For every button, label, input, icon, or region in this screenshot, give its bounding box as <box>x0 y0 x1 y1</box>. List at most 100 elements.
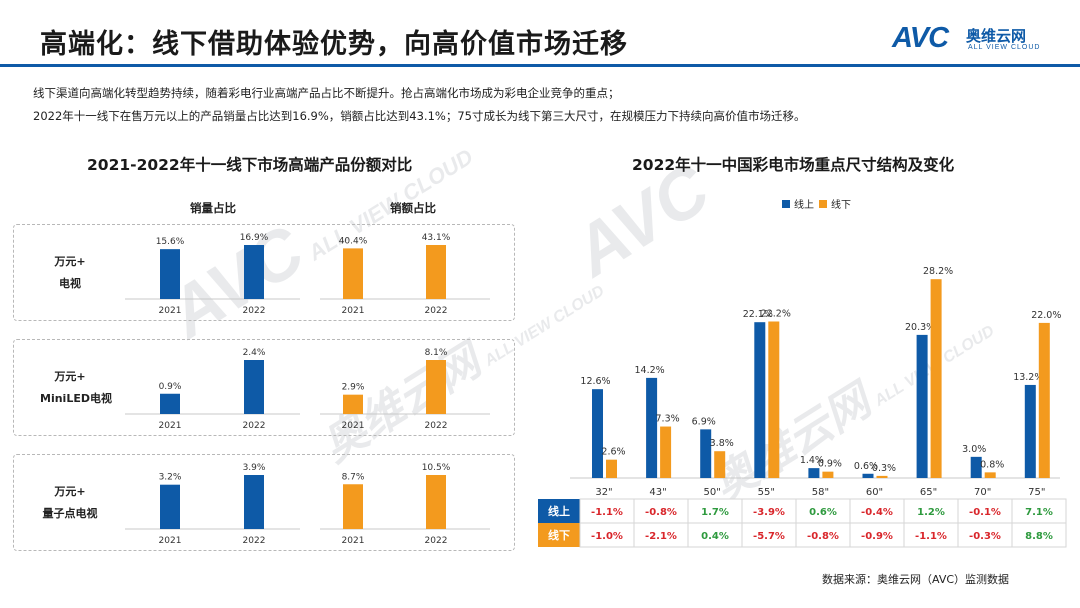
table-cell-bg <box>741 498 797 524</box>
tick-label: 43" <box>649 487 666 498</box>
row-box-2 <box>13 339 515 436</box>
bar-volume-2021 <box>160 393 180 414</box>
bar-offline-43in <box>660 426 672 478</box>
data-label: 0.9% <box>818 459 842 470</box>
bar-online-58in <box>808 468 820 478</box>
legend-label-online: 线上 <box>794 198 814 211</box>
data-label: 0.9% <box>159 382 182 392</box>
data-label: 22.2% <box>761 308 791 319</box>
table-row-header-bg <box>538 499 580 523</box>
tick-label: 2021 <box>342 536 365 546</box>
data-label: 3.8% <box>710 438 734 449</box>
avc-logo: AVC 奥维云网 ALL VIEW CLOUD <box>892 22 1062 54</box>
data-label: 15.6% <box>156 237 185 247</box>
table-cell-change: 0.4% <box>701 531 729 542</box>
data-label: 13.2% <box>1013 372 1043 383</box>
table-cell-change: -0.1% <box>969 507 1001 518</box>
table-cell-change: -1.0% <box>591 531 623 542</box>
tick-label: 2021 <box>159 306 182 316</box>
data-label: 3.9% <box>243 463 266 473</box>
table-cell-bg <box>579 498 635 524</box>
tick-label: 2022 <box>425 306 448 316</box>
bar-volume-2022 <box>244 245 264 299</box>
data-label: 28.2% <box>923 266 953 277</box>
tick-label: 2021 <box>159 421 182 431</box>
bar-offline-60in <box>876 475 888 478</box>
data-label: 8.7% <box>342 472 365 482</box>
data-label: 8.1% <box>425 348 448 358</box>
bar-volume-2021 <box>160 249 180 299</box>
bar-online-75in <box>1024 384 1036 478</box>
bar-value-2021 <box>343 248 363 299</box>
table-cell-change: -3.9% <box>753 507 785 518</box>
column-header-value: 销额占比 <box>390 201 436 215</box>
tick-label: 2022 <box>243 536 266 546</box>
bar-value-2021 <box>343 394 363 414</box>
tick-label: 2022 <box>243 421 266 431</box>
bar-value-2022 <box>426 245 446 299</box>
bar-offline-75in <box>1038 322 1050 478</box>
data-label: 12.6% <box>580 376 610 387</box>
table-cell-change: -2.1% <box>645 531 677 542</box>
bar-volume-2022 <box>244 360 264 414</box>
table-cell-change: -1.1% <box>591 507 623 518</box>
bar-online-65in <box>916 334 928 478</box>
bar-offline-32in <box>606 459 617 478</box>
logo-name-en: ALL VIEW CLOUD <box>968 44 1041 51</box>
row-label-1-line2: 电视 <box>59 277 81 290</box>
row-label-3-line2: 量子点电视 <box>42 507 98 520</box>
tick-label: 2021 <box>342 421 365 431</box>
tick-label: 32" <box>595 487 612 498</box>
table-cell-bg <box>633 522 689 548</box>
data-label: 3.0% <box>962 444 986 455</box>
table-cell-change: -0.8% <box>807 531 839 542</box>
tick-label: 75" <box>1028 487 1045 498</box>
table-cell-change: -1.1% <box>915 531 947 542</box>
legend-label-offline: 线下 <box>831 198 851 211</box>
legend-swatch-offline <box>819 200 827 208</box>
data-label: 14.2% <box>635 365 665 376</box>
table-cell-change: 8.8% <box>1025 531 1053 542</box>
source-note: 数据来源：奥维云网（AVC）监测数据 <box>822 573 1010 586</box>
tick-label: 2021 <box>159 536 182 546</box>
tick-label: 70" <box>974 487 991 498</box>
table-row-header-bg <box>538 523 580 547</box>
description-line-2: 2022年十一线下在售万元以上的产品销量占比达到16.9%，销额占比达到43.1… <box>33 109 806 123</box>
header-rule <box>0 64 1080 67</box>
table-cell-bg <box>1011 522 1067 548</box>
table-cell-bg <box>849 522 905 548</box>
row-label-2: 万元+ MiniLED电视 <box>40 366 112 410</box>
data-label: 3.2% <box>159 473 182 483</box>
row-box-1 <box>13 224 515 321</box>
bar-online-43in <box>646 377 658 478</box>
bar-volume-2021 <box>160 484 180 529</box>
right-chart-title: 2022年十一中国彩电市场重点尺寸结构及变化 <box>632 156 955 174</box>
bar-offline-50in <box>714 451 726 478</box>
bar-volume-2022 <box>244 475 264 529</box>
row-label-2-line1: 万元+ <box>54 370 86 383</box>
table-cell-change: 1.7% <box>701 507 729 518</box>
table-cell-change: -0.3% <box>969 531 1001 542</box>
tick-label: 55" <box>758 487 775 498</box>
tick-label: 58" <box>812 487 829 498</box>
data-label: 0.6% <box>854 461 878 472</box>
description-line-1: 线下渠道向高端化转型趋势持续，随着彩电行业高端产品占比不断提升。抢占高端化市场成… <box>33 86 620 100</box>
table-cell-bg <box>957 522 1013 548</box>
right-chart-svg: 线上 线下12.6%2.6%32"14.2%7.3%43"6.9%3.8%50"2… <box>538 198 1067 548</box>
tick-label: 60" <box>866 487 883 498</box>
row-label-2-line2: MiniLED电视 <box>40 392 112 405</box>
data-label: 22.0% <box>1031 310 1061 321</box>
bar-online-50in <box>700 429 712 478</box>
legend-swatch-online <box>782 200 790 208</box>
table-cell-bg <box>795 522 851 548</box>
table-cell-change: 1.2% <box>917 507 945 518</box>
bar-online-55in <box>754 322 766 478</box>
tick-label: 65" <box>920 487 937 498</box>
data-label: 1.4% <box>800 455 824 466</box>
data-label: 43.1% <box>422 233 451 243</box>
data-label: 2.6% <box>601 447 625 458</box>
data-label: 40.4% <box>339 236 368 246</box>
table-cell-bg <box>687 498 743 524</box>
data-label: 20.3% <box>905 322 935 333</box>
tick-label: 50" <box>704 487 721 498</box>
